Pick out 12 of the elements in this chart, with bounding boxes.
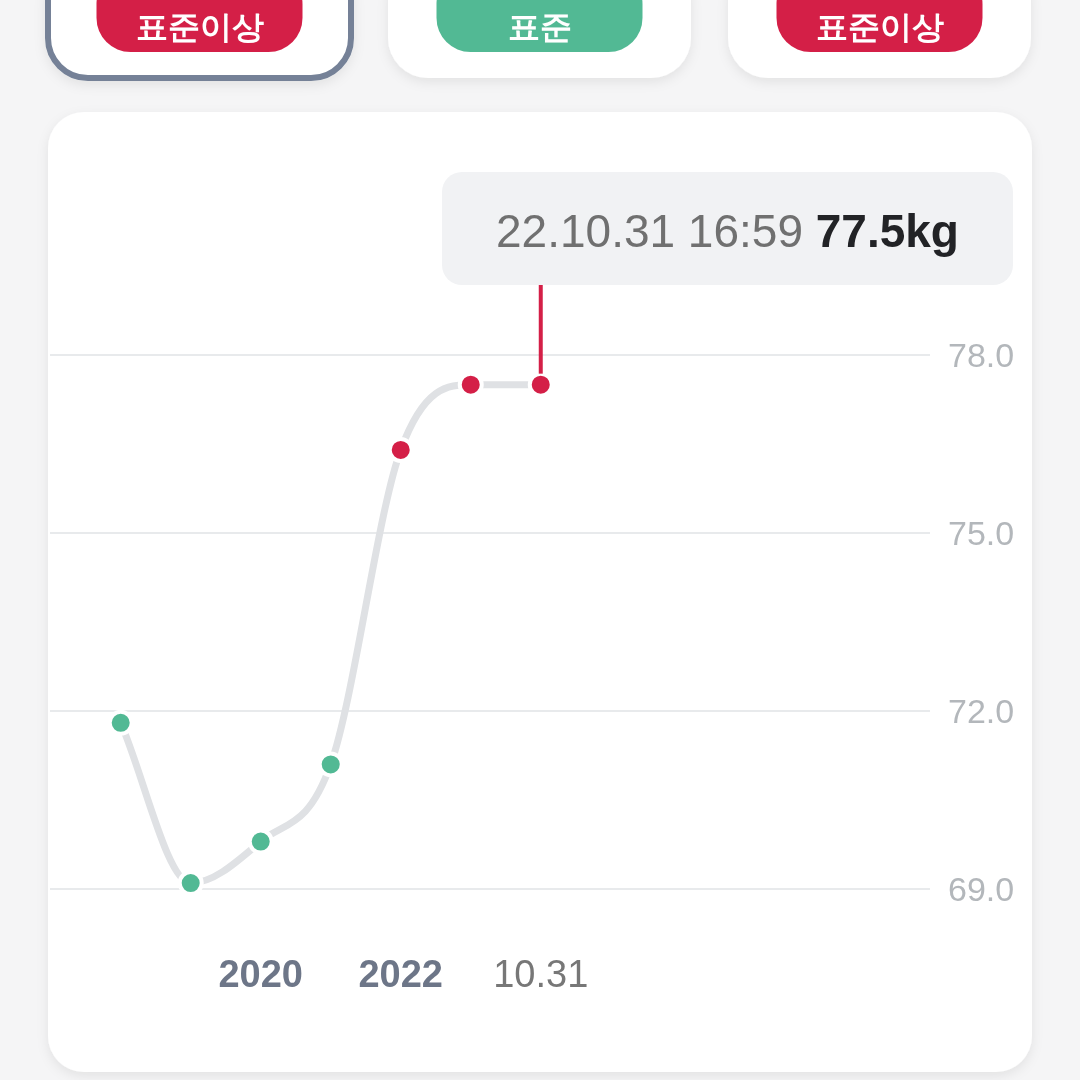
x-tick-label: 10.31 (493, 953, 589, 995)
point (247, 828, 274, 855)
y-tick-label: 69.0 (948, 870, 1015, 908)
text: 표준이상 (815, 9, 944, 45)
y-tick-label: 75.0 (948, 514, 1015, 552)
y-tick-label: 72.0 (948, 692, 1015, 730)
text: 표준 (507, 9, 572, 45)
text: 표준이상 (135, 9, 264, 45)
x-tick-label: 2020 (218, 953, 303, 995)
y-tick-label: 78.0 (948, 336, 1015, 374)
annotation: 22.10.31 16:59 77.5kg (496, 205, 959, 257)
x-tick-label: 2022 (358, 953, 443, 995)
